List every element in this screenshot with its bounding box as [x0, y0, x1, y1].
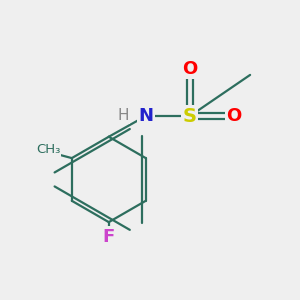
Text: O: O [182, 60, 197, 78]
Text: O: O [226, 107, 242, 125]
Text: H: H [118, 108, 129, 123]
Text: S: S [183, 106, 197, 126]
Text: N: N [138, 107, 153, 125]
Text: CH₃: CH₃ [36, 143, 60, 156]
Text: F: F [103, 228, 115, 246]
